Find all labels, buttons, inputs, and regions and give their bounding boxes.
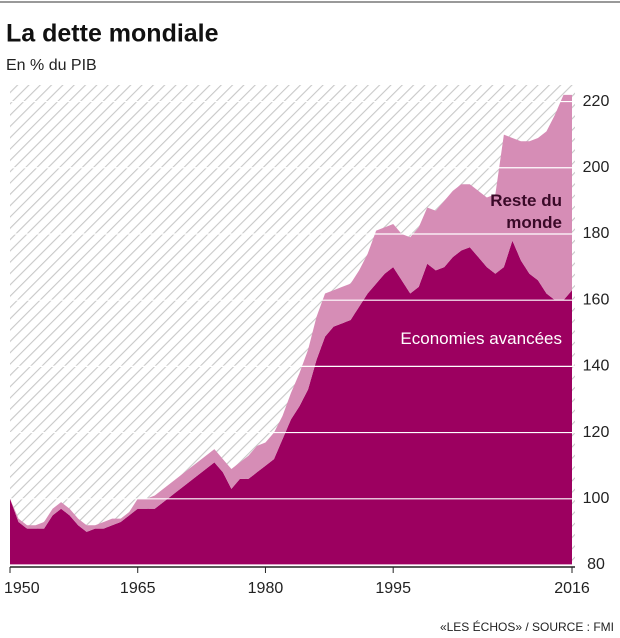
y-tick-label: 140 — [583, 358, 610, 375]
y-tick-label: 80 — [587, 556, 605, 573]
chart-subtitle: En % du PIB — [6, 57, 97, 74]
y-tick-label: 120 — [583, 424, 610, 441]
y-tick-label: 220 — [583, 93, 610, 110]
x-tick-label: 1995 — [375, 580, 411, 597]
area — [10, 240, 572, 565]
y-tick-label: 180 — [583, 225, 610, 242]
series-label: Reste du monde — [490, 191, 562, 232]
y-tick-label: 200 — [583, 159, 610, 176]
series-label: Economies avancées — [400, 329, 562, 348]
x-tick-label: 1950 — [4, 580, 40, 597]
x-tick-label: 1980 — [248, 580, 284, 597]
x-tick-label: 2016 — [554, 580, 590, 597]
source: «LES ÉCHOS» / SOURCE : FMI — [440, 619, 614, 634]
y-tick-label: 100 — [583, 490, 610, 507]
y-tick-label: 160 — [583, 291, 610, 308]
chart-title: La dette mondiale — [6, 20, 219, 48]
x-tick-label: 1965 — [120, 580, 156, 597]
